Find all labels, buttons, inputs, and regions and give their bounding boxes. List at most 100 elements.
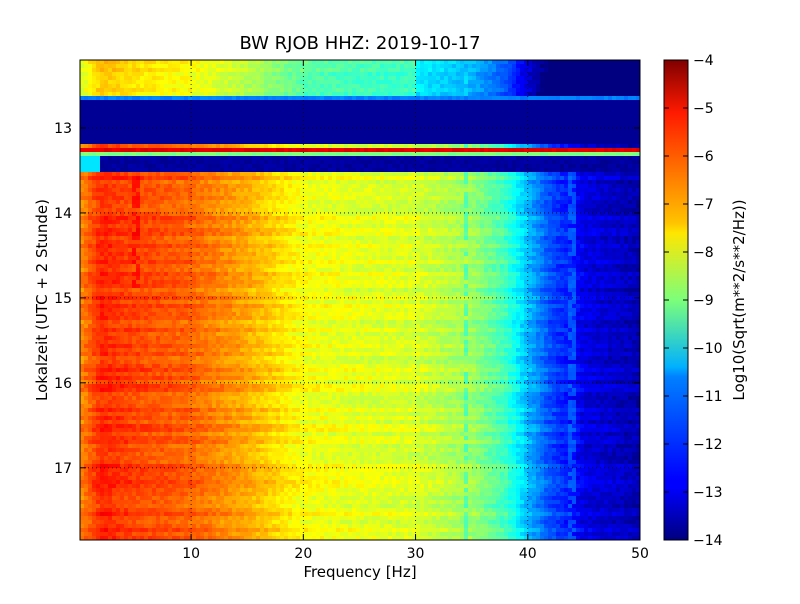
heatmap-cell — [192, 196, 197, 201]
heatmap-cell — [548, 64, 553, 69]
heatmap-cell — [524, 128, 529, 133]
heatmap-cell — [296, 192, 301, 197]
heatmap-cell — [540, 148, 545, 153]
heatmap-cell — [496, 72, 501, 77]
heatmap-cell — [604, 92, 609, 97]
heatmap-cell — [272, 172, 277, 177]
heatmap-cell — [124, 64, 129, 69]
heatmap-cell — [116, 88, 121, 93]
heatmap-cell — [620, 108, 625, 113]
heatmap-cell — [300, 72, 305, 77]
heatmap-cell — [448, 92, 453, 97]
heatmap-cell — [276, 180, 281, 185]
heatmap-cell — [428, 76, 433, 81]
heatmap-cell — [148, 120, 153, 125]
heatmap-cell — [476, 68, 481, 73]
heatmap-cell — [108, 88, 113, 93]
heatmap-cell — [328, 180, 333, 185]
heatmap-cell — [280, 144, 285, 149]
heatmap-cell — [304, 168, 309, 173]
heatmap-cell — [436, 112, 441, 117]
heatmap-cell — [564, 164, 569, 169]
heatmap-cell — [136, 192, 141, 197]
heatmap-cell — [276, 68, 281, 73]
heatmap-cell — [508, 100, 513, 105]
heatmap-cell — [220, 84, 225, 89]
heatmap-cell — [392, 80, 397, 85]
heatmap-cell — [248, 92, 253, 97]
heatmap-cell — [540, 172, 545, 177]
heatmap-cell — [420, 112, 425, 117]
heatmap-cell — [264, 196, 269, 201]
heatmap-cell — [604, 180, 609, 185]
heatmap-cell — [536, 132, 541, 137]
heatmap-cell — [144, 60, 149, 65]
heatmap-cell — [484, 184, 489, 189]
heatmap-cell — [340, 184, 345, 189]
heatmap-cell — [568, 156, 573, 161]
heatmap-cell — [192, 100, 197, 105]
heatmap-cell — [472, 148, 477, 153]
heatmap-cell — [584, 84, 589, 89]
heatmap-cell — [336, 148, 341, 153]
heatmap-cell — [380, 156, 385, 161]
heatmap-cell — [592, 64, 597, 69]
heatmap-cell — [232, 168, 237, 173]
heatmap-cell — [108, 184, 113, 189]
heatmap-cell — [492, 100, 497, 105]
heatmap-cell — [476, 120, 481, 125]
heatmap-cell — [352, 188, 357, 193]
heatmap-cell — [452, 84, 457, 89]
heatmap-cell — [108, 200, 113, 205]
heatmap-cell — [328, 144, 333, 149]
heatmap-cell — [128, 132, 133, 137]
heatmap-cell — [340, 192, 345, 197]
heatmap-cell — [284, 172, 289, 177]
heatmap-cell — [104, 180, 109, 185]
heatmap-cell — [532, 180, 537, 185]
heatmap-cell — [488, 68, 493, 73]
heatmap-cell — [592, 144, 597, 149]
heatmap-cell — [484, 160, 489, 165]
heatmap-cell — [368, 164, 373, 169]
heatmap-cell — [440, 188, 445, 193]
heatmap-cell — [160, 120, 165, 125]
heatmap-cell — [216, 124, 221, 129]
heatmap-cell — [620, 152, 625, 157]
heatmap-cell — [224, 72, 229, 77]
heatmap-cell — [524, 68, 529, 73]
heatmap-cell — [516, 100, 521, 105]
heatmap-cell — [468, 108, 473, 113]
heatmap-cell — [608, 80, 613, 85]
heatmap-cell — [368, 196, 373, 201]
heatmap-cell — [452, 172, 457, 177]
heatmap-cell — [556, 184, 561, 189]
heatmap-cell — [628, 104, 633, 109]
heatmap-cell — [144, 104, 149, 109]
heatmap-cell — [460, 108, 465, 113]
heatmap-cell — [300, 192, 305, 197]
heatmap-cell — [224, 172, 229, 177]
heatmap-cell — [500, 60, 505, 65]
heatmap-cell — [340, 176, 345, 181]
heatmap-cell — [556, 72, 561, 77]
heatmap-cell — [504, 152, 509, 157]
heatmap-cell — [408, 128, 413, 133]
heatmap-cell — [392, 120, 397, 125]
heatmap-cell — [604, 80, 609, 85]
heatmap-cell — [556, 188, 561, 193]
heatmap-cell — [280, 152, 285, 157]
heatmap-cell — [260, 176, 265, 181]
heatmap-cell — [136, 184, 141, 189]
heatmap-cell — [240, 60, 245, 65]
heatmap-cell — [348, 192, 353, 197]
heatmap-cell — [532, 120, 537, 125]
heatmap-cell — [404, 116, 409, 121]
heatmap-cell — [360, 92, 365, 97]
heatmap-cell — [256, 80, 261, 85]
heatmap-cell — [164, 88, 169, 93]
heatmap-cell — [456, 200, 461, 205]
heatmap-cell — [160, 64, 165, 69]
heatmap-cell — [484, 168, 489, 173]
heatmap-cell — [340, 140, 345, 145]
